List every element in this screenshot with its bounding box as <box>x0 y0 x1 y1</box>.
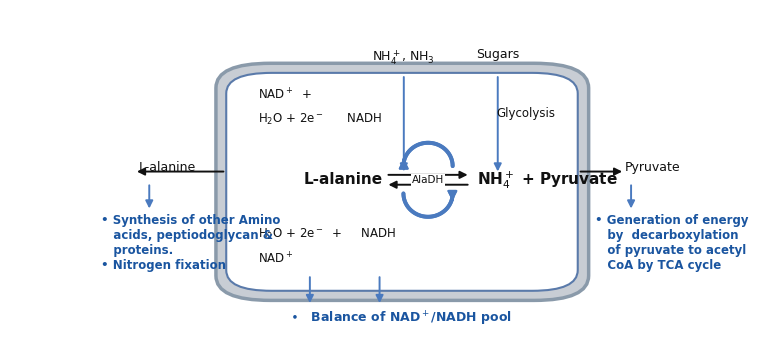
Text: H$_2$O + 2e$^-$  +     NADH: H$_2$O + 2e$^-$ + NADH <box>258 227 396 242</box>
Text: Sugars: Sugars <box>476 48 519 61</box>
Text: NH$_4^+$, NH$_3$: NH$_4^+$, NH$_3$ <box>372 48 435 67</box>
Text: • Synthesis of other Amino
   acids, peptiodoglycan &
   proteins.
• Nitrogen fi: • Synthesis of other Amino acids, peptio… <box>101 214 280 272</box>
Text: L-alanine: L-alanine <box>303 172 382 187</box>
Text: NAD$^+$  +: NAD$^+$ + <box>258 87 313 103</box>
Text: $\bullet$   Balance of NAD$^+$/NADH pool: $\bullet$ Balance of NAD$^+$/NADH pool <box>290 310 511 328</box>
Text: • Generation of energy
   by  decarboxylation
   of pyruvate to acetyl
   CoA by: • Generation of energy by decarboxylatio… <box>595 214 748 272</box>
FancyBboxPatch shape <box>216 63 589 300</box>
Text: NH$_4^+$ + Pyruvate: NH$_4^+$ + Pyruvate <box>476 169 618 191</box>
Text: H$_2$O + 2e$^-$      NADH: H$_2$O + 2e$^-$ NADH <box>258 112 382 127</box>
Text: L-alanine: L-alanine <box>139 161 196 174</box>
Text: NAD$^+$: NAD$^+$ <box>258 252 294 267</box>
FancyBboxPatch shape <box>226 73 578 291</box>
Text: Glycolysis: Glycolysis <box>497 108 555 120</box>
Text: Pyruvate: Pyruvate <box>625 161 680 174</box>
Text: AlaDH: AlaDH <box>412 175 444 185</box>
